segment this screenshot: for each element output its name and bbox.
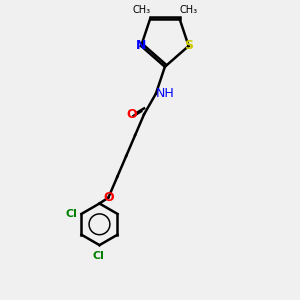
Text: O: O (103, 191, 114, 204)
Text: Cl: Cl (65, 209, 77, 219)
Text: CH₃: CH₃ (180, 5, 198, 15)
Text: S: S (184, 40, 193, 52)
Text: NH: NH (155, 87, 174, 100)
Text: Cl: Cl (92, 251, 104, 261)
Text: N: N (136, 40, 146, 52)
Text: CH₃: CH₃ (132, 5, 150, 15)
Text: O: O (127, 108, 137, 121)
